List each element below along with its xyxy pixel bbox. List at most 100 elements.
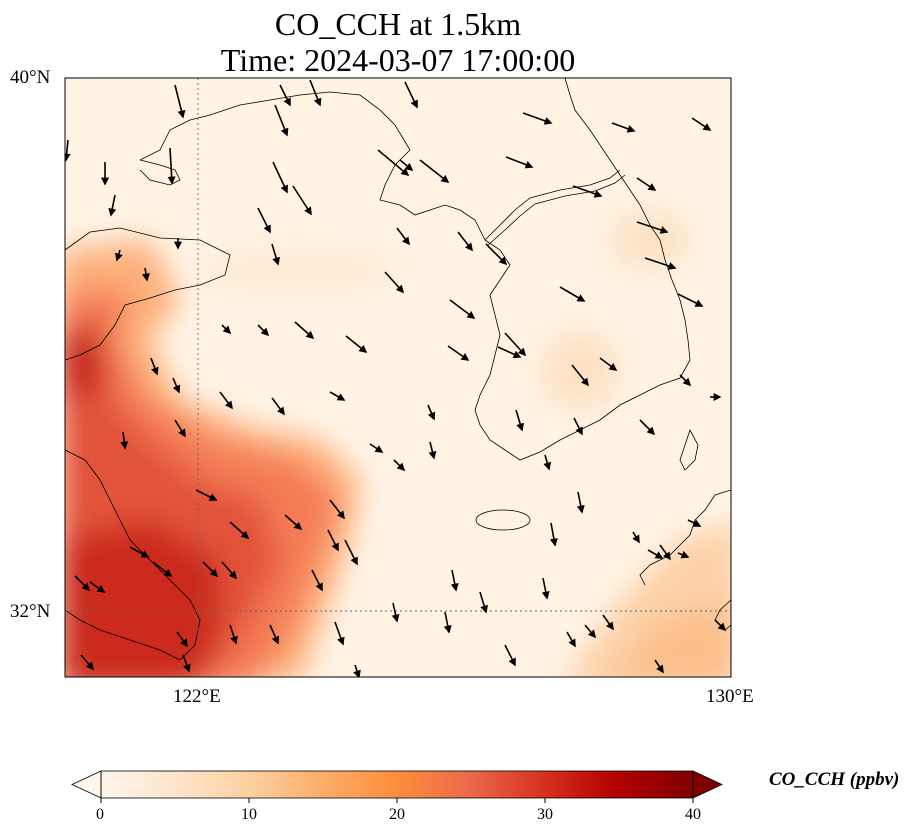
wind-arrow: [221, 324, 232, 335]
map-title: CO_CCH at 1.5km: [274, 6, 522, 42]
korean-peninsula: [474, 144, 691, 461]
wind-arrow: [172, 377, 181, 394]
wind-arrow: [271, 243, 280, 266]
wind-arrow: [150, 357, 159, 376]
wind-arrow: [294, 321, 315, 340]
wind-arrow: [549, 522, 558, 547]
wind-arrow: [497, 346, 522, 358]
colorbar-tick-40: 40: [685, 806, 701, 823]
wind-arrow: [269, 624, 280, 645]
wind-arrow: [566, 631, 576, 648]
wind-arrow: [541, 577, 550, 600]
wind-arrow: [393, 459, 406, 472]
wind-arrow: [120, 431, 129, 450]
jiangsu-coast: [65, 449, 201, 661]
wind-arrow: [479, 591, 488, 614]
wind-arrow: [279, 84, 291, 107]
shandong-coast: [65, 227, 231, 361]
jeju-island: [475, 509, 531, 531]
wind-arrow: [272, 161, 288, 194]
wind-arrow: [584, 624, 597, 639]
wind-arrow: [152, 561, 173, 577]
wind-arrow: [679, 374, 692, 387]
wind-arrow: [129, 546, 150, 558]
wind-arrow: [505, 156, 534, 169]
wind-arrow: [195, 489, 218, 501]
wind-arrow: [691, 117, 712, 131]
wind-arrow: [284, 514, 303, 531]
wind-arrow: [632, 531, 640, 544]
korea-north-coast: [564, 78, 601, 146]
wind-arrow: [443, 611, 452, 634]
wind-arrow: [659, 544, 671, 561]
wind-arrow: [353, 664, 361, 677]
wind-arrow: [369, 443, 384, 453]
wind-arrow: [74, 575, 91, 592]
wind-arrow: [576, 491, 585, 514]
wind-arrow: [457, 231, 473, 252]
wind-arrow: [309, 79, 322, 107]
wind-arrow: [485, 243, 508, 266]
wind-arrow: [396, 227, 410, 246]
graticule: [65, 78, 731, 677]
wind-arrow: [654, 659, 664, 674]
wind-arrow: [327, 529, 339, 552]
wind-arrow: [271, 397, 285, 416]
wind-arrow: [428, 441, 437, 460]
wind-arrow: [404, 81, 418, 109]
lon-tick-122e: 122°E: [173, 686, 221, 707]
wind-arrow: [221, 561, 238, 580]
wind-arrow: [573, 417, 583, 436]
wind-arrow: [257, 324, 270, 337]
wind-arrow: [515, 409, 524, 432]
colorbar-tick-30: 30: [537, 806, 553, 823]
boundary-line-2: [487, 174, 626, 246]
wind-arrow: [504, 644, 516, 667]
wind-arrow: [182, 654, 191, 673]
wind-arrow: [142, 267, 150, 282]
wind-arrow: [176, 631, 188, 648]
japan-coast: [639, 489, 731, 586]
wind-arrow: [115, 249, 123, 262]
wind-arrow: [108, 194, 117, 217]
wind-arrow: [399, 159, 414, 172]
wind-arrow: [504, 332, 527, 357]
wind-arrow: [292, 185, 312, 216]
wind-arrow: [65, 139, 71, 162]
lat-tick-32n: 32°N: [10, 601, 51, 622]
colorbar-tick-20: 20: [389, 806, 405, 823]
colorbar: [71, 770, 723, 803]
wind-arrow: [345, 335, 368, 353]
wind-arrow: [522, 112, 553, 125]
bohai-north-coast: [139, 91, 486, 241]
colorbar-tick-10: 10: [241, 806, 257, 823]
wind-vectors: [65, 79, 727, 677]
wind-arrow: [384, 271, 405, 294]
wind-arrow: [449, 299, 476, 319]
wind-arrow: [602, 614, 614, 631]
tsushima-island: [679, 428, 699, 471]
lat-tick-40n: 40°N: [10, 67, 51, 88]
wind-arrow: [334, 621, 345, 646]
concentration-field: [65, 78, 731, 677]
wind-arrow: [391, 602, 400, 623]
wind-arrow: [174, 419, 186, 438]
wind-arrow: [559, 286, 586, 302]
wind-arrow: [89, 581, 106, 593]
wind-arrow: [219, 391, 233, 410]
wind-arrow: [636, 221, 669, 234]
wind-arrow: [377, 149, 410, 177]
wind-arrow: [229, 521, 250, 540]
wind-arrow: [677, 550, 690, 559]
wind-arrow: [274, 104, 289, 137]
boundary-line: [484, 169, 621, 241]
lon-tick-130e: 130°E: [706, 686, 754, 707]
wind-arrow: [714, 619, 727, 632]
wind-arrow: [611, 122, 636, 133]
wind-arrow: [427, 404, 436, 421]
wind-arrow: [572, 185, 603, 198]
wind-arrow: [644, 257, 677, 270]
colorbar-title: CO_CCH (ppbv): [769, 769, 900, 790]
wind-arrow: [450, 569, 459, 592]
